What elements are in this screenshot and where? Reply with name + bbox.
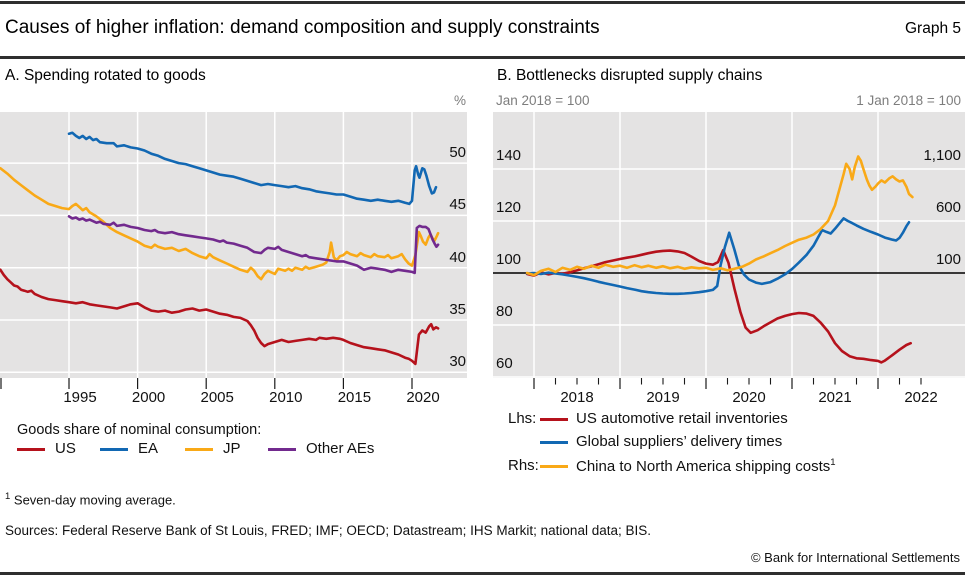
panel-b-series-line [525, 248, 913, 364]
panel-b-left-unit-label: Jan 2018 = 100 [496, 93, 590, 108]
panel-a-legend-heading: Goods share of nominal consumption: [17, 422, 262, 438]
panel-b-series-line [525, 217, 911, 296]
panel-b-right-unit-label: 1 Jan 2018 = 100 [856, 93, 961, 108]
panel-b-right-ytick-label: 600 [935, 199, 961, 216]
legend-swatch-yellow [185, 448, 213, 452]
panel-a-unit-label: % [453, 93, 466, 108]
legend-swatch-yellow [540, 465, 568, 469]
legend-swatch-blue [100, 448, 128, 452]
panel-b-left-ytick-label: 140 [496, 147, 522, 164]
footnote: 1 Seven-day moving average. [5, 491, 176, 507]
page-title: Causes of higher inflation: demand compo… [5, 17, 600, 38]
panel-a-ytick-label: 35 [449, 301, 466, 318]
panel-b-legend-label: China to North America shipping costs1 [576, 457, 836, 475]
panel-b-left-ytick-label: 100 [496, 251, 522, 268]
legend-swatch-red [540, 418, 568, 422]
panel-b-xtick-label: 2021 [818, 389, 852, 406]
panel-a-xtick-label: 2005 [200, 389, 234, 406]
panel-b-title: B. Bottlenecks disrupted supply chains [497, 67, 763, 84]
panel-b-legend-prefix: Rhs: [508, 457, 539, 474]
panel-b-xtick-label: 2019 [646, 389, 680, 406]
panel-b-legend-prefix: Lhs: [508, 410, 537, 427]
panel-b-left-ytick-label: 120 [496, 199, 522, 216]
panel-b-right-ytick-label: 1,100 [923, 147, 961, 164]
panel-a-xtick-label: 2010 [269, 389, 303, 406]
panel-b-right-ytick-label: 100 [935, 251, 961, 268]
panel-b-left-ytick-label: 60 [496, 355, 513, 372]
sources-line: Sources: Federal Reserve Bank of St Loui… [5, 523, 651, 538]
legend-label: US [55, 440, 76, 457]
footnote-marker: 1 [5, 491, 11, 502]
legend-swatch-red [17, 448, 45, 452]
panel-b-legend-label: US automotive retail inventories [576, 410, 788, 427]
legend-footnote-marker: 1 [830, 457, 836, 468]
title-divider-rule [0, 56, 965, 59]
panel-b-xtick-label: 2018 [560, 389, 594, 406]
legend-label: EA [138, 440, 159, 457]
panel-a-series-ea-line [67, 131, 438, 206]
panel-a-series-other-aes-line [67, 215, 440, 275]
graph-number-label: Graph 5 [904, 20, 961, 37]
panel-b-left-ytick-label: 80 [496, 303, 513, 320]
panel-a-xtick-label: 1995 [63, 389, 97, 406]
panel-b-xtick-label: 2020 [732, 389, 766, 406]
panel-a-ytick-label: 50 [449, 144, 466, 162]
footnote-text: Seven-day moving average. [10, 492, 176, 508]
legend-label: Other AEs [306, 440, 375, 457]
panel-b-xtick-label: 2022 [904, 389, 938, 406]
panel-a-ytick-label: 30 [449, 353, 466, 371]
copyright-line: © Bank for International Settlements [750, 550, 960, 565]
legend-swatch-blue [540, 441, 568, 445]
panel-b-plot-background [493, 112, 965, 378]
legend-label: JP [223, 440, 241, 457]
panel-a-series-jp-line [0, 167, 440, 281]
panel-a-series-us-line [0, 268, 440, 366]
legend-swatch-purple [268, 448, 296, 452]
panel-a-ytick-label: 45 [449, 196, 466, 214]
panel-a-xtick-label: 2000 [131, 389, 166, 406]
panel-a-xtick-label: 2015 [337, 389, 372, 406]
panel-a-xtick-label: 2020 [406, 389, 440, 406]
panel-a-ytick-label: 40 [449, 248, 466, 266]
panel-b-series-line [525, 155, 914, 277]
panel-b-legend-label: Global suppliers’ delivery times [576, 433, 783, 450]
top-rule [0, 1, 965, 4]
panel-a-title: A. Spending rotated to goods [5, 67, 206, 84]
bottom-rule [0, 572, 965, 575]
panel-a-plot-background [0, 112, 467, 378]
